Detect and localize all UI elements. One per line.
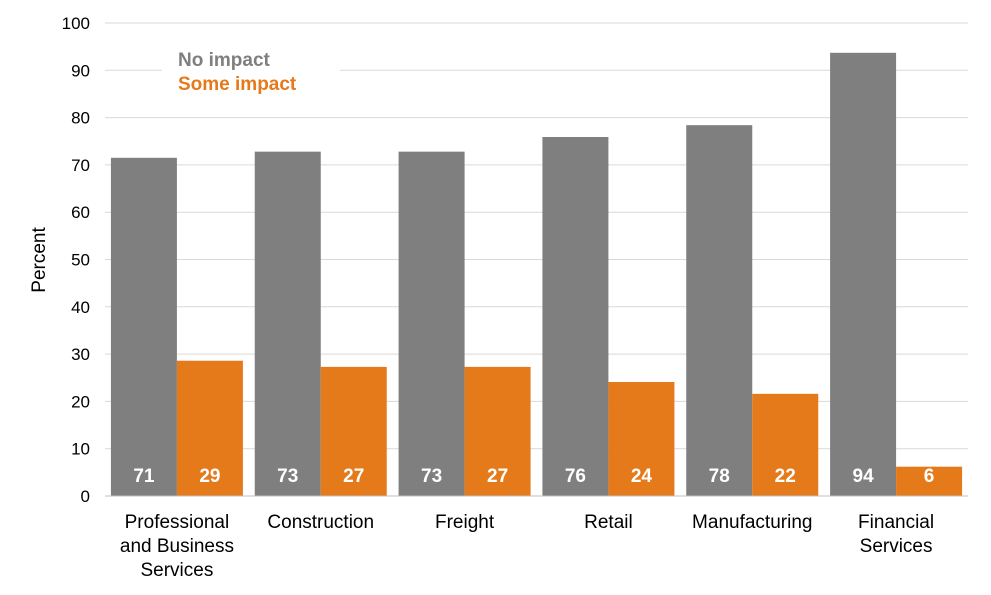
bar-some-impact (320, 366, 387, 496)
y-axis-ticks: 0 10 20 30 40 50 60 70 80 90 100 (62, 14, 90, 506)
category-label: Professional (125, 512, 230, 533)
data-label: 94 (853, 466, 875, 487)
data-label: 27 (343, 466, 364, 487)
y-tick-label: 40 (71, 298, 90, 317)
category-label: and Business (120, 536, 234, 557)
data-label: 22 (775, 466, 796, 487)
legend-background (162, 42, 340, 102)
bar-some-impact (464, 366, 531, 496)
category-label: Services (860, 536, 933, 557)
y-tick-label: 10 (71, 440, 90, 459)
category-label: Financial (858, 512, 934, 533)
category-label: Freight (435, 512, 495, 533)
y-axis-label: Percent (29, 227, 50, 293)
y-tick-label: 50 (71, 251, 90, 270)
bar-no-impact (686, 125, 753, 496)
bar-some-impact (752, 393, 819, 496)
y-tick-label: 30 (71, 345, 90, 364)
data-label: 27 (487, 466, 508, 487)
legend: No impact Some impact (162, 42, 340, 102)
bar-no-impact (110, 157, 177, 496)
data-label: 78 (709, 466, 730, 487)
legend-no-impact: No impact (178, 50, 271, 71)
data-label: 29 (199, 466, 220, 487)
bar-some-impact (608, 382, 675, 496)
y-tick-label: 90 (71, 61, 90, 80)
category-label: Construction (267, 512, 374, 533)
data-labels: 71 29 73 27 73 27 76 24 78 22 94 6 (133, 466, 934, 487)
bar-no-impact (542, 136, 609, 497)
legend-some-impact: Some impact (178, 74, 297, 95)
data-label: 76 (565, 466, 586, 487)
data-label: 73 (421, 466, 442, 487)
category-labels: Professional and Business Services Construc… (120, 512, 934, 581)
category-label: Manufacturing (692, 512, 812, 533)
y-tick-label: 100 (62, 14, 90, 33)
y-tick-label: 80 (71, 109, 90, 128)
bar-no-impact (254, 151, 321, 496)
bar-no-impact (398, 151, 465, 496)
y-tick-label: 70 (71, 156, 90, 175)
data-label: 6 (924, 466, 935, 487)
bar-some-impact (176, 360, 243, 496)
y-tick-label: 20 (71, 392, 90, 411)
y-tick-label: 0 (81, 487, 90, 506)
bar-some-impact (896, 466, 963, 496)
data-label: 24 (631, 466, 653, 487)
category-label: Services (140, 560, 213, 581)
data-label: 71 (133, 466, 155, 487)
bar-no-impact (830, 52, 897, 496)
bars (110, 52, 963, 497)
data-label: 73 (277, 466, 298, 487)
y-tick-label: 60 (71, 203, 90, 222)
category-label: Retail (584, 512, 633, 533)
gridlines (105, 22, 968, 450)
